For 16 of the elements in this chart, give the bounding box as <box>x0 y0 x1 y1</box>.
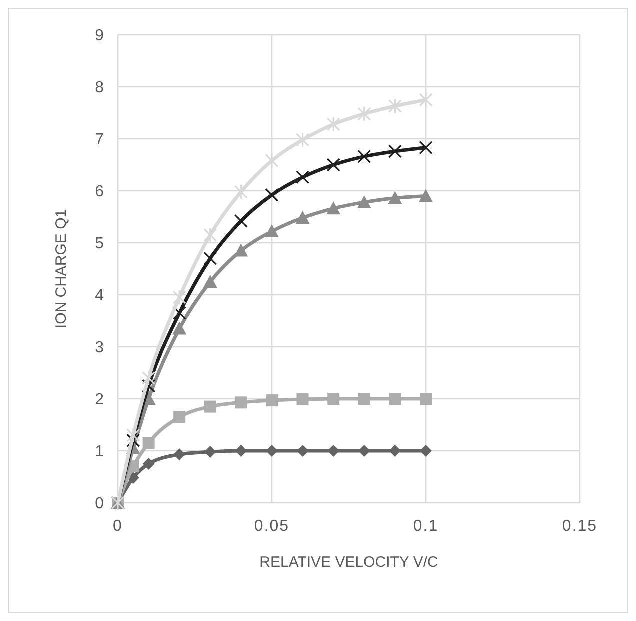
y-tick-label: 3 <box>95 340 104 357</box>
x-tick-label: 0.05 <box>254 518 290 535</box>
x-tick-label: 0.1 <box>413 518 439 535</box>
y-tick-label: 4 <box>95 288 104 305</box>
y-tick-label: 0 <box>95 496 104 513</box>
y-tick-label: 8 <box>95 80 104 97</box>
x-axis-title: RELATIVE VELOCITY V/C <box>260 554 438 571</box>
y-tick-label: 2 <box>95 392 104 409</box>
x-tick-label: 0 <box>113 518 123 535</box>
y-tick-label: 7 <box>95 132 104 149</box>
y-tick-label: 9 <box>95 28 104 45</box>
x-tick-label: 0.15 <box>562 518 598 535</box>
y-tick-label: 6 <box>95 184 104 201</box>
y-tick-label: 1 <box>95 444 104 461</box>
y-tick-label: 5 <box>95 236 104 253</box>
y-axis-title: ION CHARGE Q1 <box>53 209 70 329</box>
